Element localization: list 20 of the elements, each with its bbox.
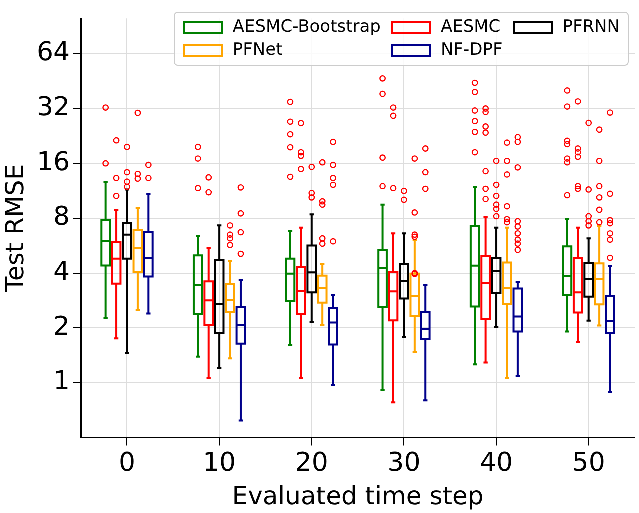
- legend-label: AESMC-Bootstrap: [232, 17, 381, 38]
- x-tick-label: 40: [480, 448, 514, 478]
- y-tick-label: 32: [36, 92, 70, 122]
- x-tick-label: 20: [295, 448, 328, 478]
- legend-label: PFNet: [232, 40, 283, 61]
- y-axis-title: Test RMSE: [0, 164, 30, 294]
- x-tick-label: 0: [118, 448, 136, 478]
- y-tick-label: 4: [54, 257, 70, 288]
- legend-label: NF-DPF: [440, 40, 503, 61]
- x-tick-label: 10: [203, 448, 236, 478]
- y-tick-label: 64: [36, 38, 70, 68]
- y-tick-label: 2: [54, 312, 70, 342]
- y-tick-label: 1: [54, 366, 70, 397]
- y-tick-label: 16: [36, 147, 70, 178]
- x-tick-label: 50: [572, 448, 606, 478]
- legend-label: PFRNN: [562, 17, 620, 38]
- y-tick-label: 8: [54, 202, 70, 232]
- x-axis-title: Evaluated time step: [232, 482, 484, 510]
- legend-label: AESMC: [440, 17, 501, 38]
- x-tick-label: 30: [388, 448, 421, 478]
